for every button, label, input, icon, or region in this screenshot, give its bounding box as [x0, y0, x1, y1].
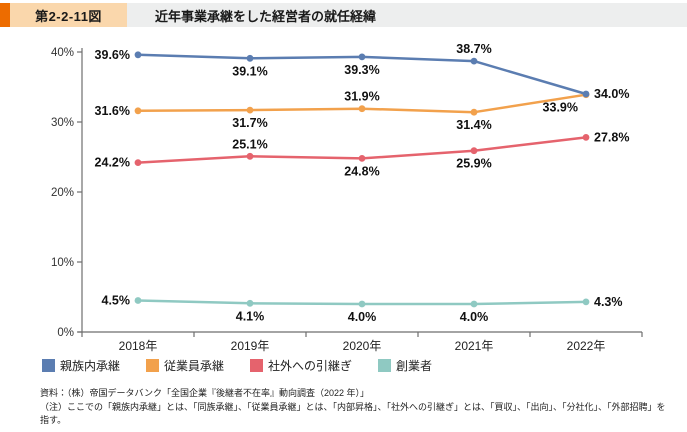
y-tick-label: 10% — [51, 257, 74, 269]
figure-number-badge: 第2-2-11図 — [10, 3, 127, 27]
series-point-0 — [246, 54, 254, 62]
figure-notes: 資料：（株）帝国データバンク「全国企業『後継者不在率』動向調査（2022 年）」… — [40, 387, 672, 428]
x-tick-label: 2020年 — [343, 339, 382, 353]
series-point-1 — [246, 106, 254, 114]
series-point-3 — [134, 297, 142, 304]
legend-item-2: 社外への引継ぎ — [250, 357, 352, 374]
value-label: 31.7% — [232, 116, 267, 130]
value-label: 25.9% — [456, 157, 491, 171]
value-label: 39.6% — [95, 48, 130, 62]
legend-swatch-0 — [42, 359, 55, 372]
value-label: 4.3% — [594, 295, 623, 309]
y-tick-label: 0% — [57, 327, 74, 339]
value-label: 4.5% — [102, 294, 131, 308]
value-label: 31.4% — [456, 118, 491, 132]
series-point-3 — [470, 300, 478, 308]
legend-label-0: 親族内承継 — [60, 359, 121, 373]
legend-swatch-2 — [250, 359, 264, 372]
line-chart: 0% 10% 20% 30% 40% 2018年 2019年 2020年 2021年 2022年 4… — [51, 42, 643, 353]
series-point-2 — [246, 152, 254, 160]
series-point-3 — [582, 298, 590, 306]
figure-title: 近年事業承継をした経営者の就任経緯 — [155, 8, 377, 24]
series-point-3 — [358, 300, 366, 308]
series-point-0 — [134, 51, 142, 59]
value-label: 39.1% — [232, 64, 267, 78]
series-point-1 — [134, 107, 142, 115]
series-point-3 — [246, 299, 254, 307]
chart-legend: 親族内承継 従業員承継 社外への引継ぎ 創業者 — [42, 357, 432, 374]
series-point-1 — [470, 108, 478, 116]
x-tick-label: 2019年 — [231, 339, 270, 353]
legend-swatch-1 — [146, 359, 160, 372]
series-point-0 — [582, 90, 590, 98]
series-point-2 — [470, 147, 478, 155]
value-label: 31.6% — [95, 104, 130, 118]
value-label: 33.9% — [543, 101, 578, 115]
value-label: 4.0% — [460, 310, 489, 324]
value-label: 24.8% — [344, 164, 379, 178]
x-tick-label: 2022年 — [567, 339, 606, 353]
series-point-1 — [358, 105, 366, 113]
definition-note: （注）ここでの「親族内承継」とは、「同族承継」、「従業員承継」とは、「内部昇格」… — [40, 401, 666, 426]
x-tick-label: 2021年 — [455, 339, 494, 353]
value-label: 39.3% — [344, 63, 379, 77]
y-tick-label: 20% — [51, 187, 74, 199]
figure-header: 第2-2-11図 近年事業承継をした経営者の就任経緯 — [0, 3, 687, 27]
header-accent-bar — [0, 3, 10, 27]
series-point-0 — [358, 53, 366, 61]
header-title-strip: 近年事業承継をした経営者の就任経緯 — [127, 3, 687, 27]
legend-label-3: 創業者 — [396, 359, 433, 373]
value-label: 25.1% — [232, 137, 267, 151]
legend-item-3: 創業者 — [378, 357, 432, 374]
value-label: 4.1% — [236, 309, 265, 323]
value-label: 38.7% — [456, 42, 491, 56]
series-point-2 — [358, 155, 366, 162]
legend-label-1: 従業員承継 — [164, 359, 225, 373]
x-tick-label: 2018年 — [119, 339, 158, 353]
value-label: 27.8% — [594, 130, 629, 144]
y-tick-label: 40% — [51, 47, 74, 59]
legend-swatch-3 — [378, 359, 392, 372]
value-label: 24.2% — [95, 156, 130, 170]
source-note: 資料：（株）帝国データバンク「全国企業『後継者不在率』動向調査（2022 年）」 — [40, 388, 369, 398]
legend-item-0: 親族内承継 — [42, 357, 120, 374]
series-point-2 — [582, 134, 590, 141]
series-point-0 — [470, 57, 478, 65]
value-label: 4.0% — [348, 310, 377, 324]
legend-label-2: 社外への引継ぎ — [268, 359, 353, 373]
y-tick-label: 30% — [51, 117, 74, 129]
series-point-2 — [134, 159, 142, 166]
legend-item-1: 従業員承継 — [146, 357, 224, 374]
value-label: 31.9% — [344, 90, 379, 104]
figure-number-label: 第2-2-11図 — [35, 8, 102, 24]
value-label: 34.0% — [594, 87, 629, 101]
